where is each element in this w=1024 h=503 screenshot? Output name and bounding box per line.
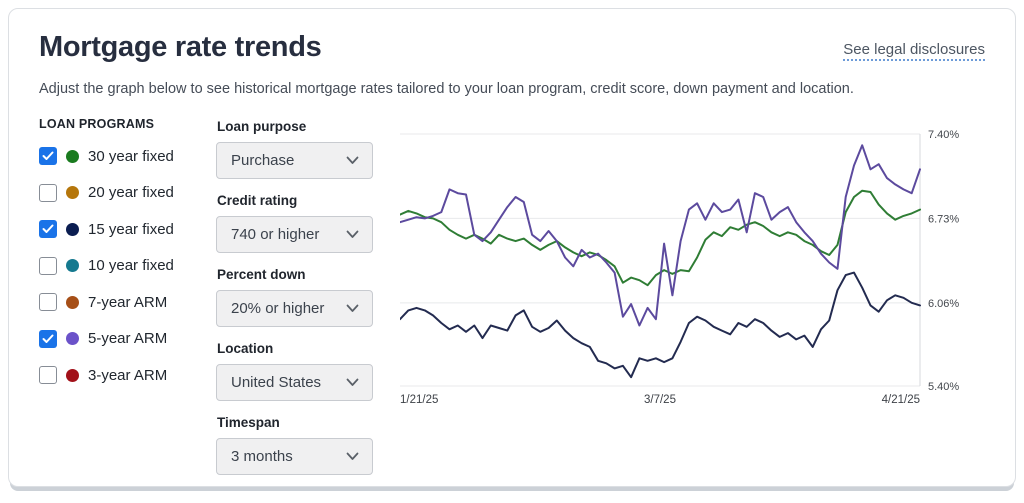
- program-label: 15 year fixed: [88, 220, 174, 238]
- loan-programs-heading: LOAN PROGRAMS: [39, 117, 155, 131]
- filter-select-loan-purpose[interactable]: Purchase: [216, 142, 373, 179]
- filter-group: Percent down 20% or higher: [216, 267, 373, 327]
- filters-panel: Loan purpose Purchase Credit rating 740 or …: [216, 117, 373, 486]
- program-color-dot: [66, 259, 79, 273]
- program-color-dot: [66, 186, 79, 200]
- chart-y-tick-label: 7.40%: [928, 129, 959, 141]
- checkmark-icon: [42, 224, 54, 234]
- filter-selected-value: Purchase: [231, 152, 295, 169]
- filter-label: Location: [217, 341, 274, 356]
- program-label: 5-year ARM: [88, 330, 168, 348]
- chart-y-tick-label: 5.40%: [928, 381, 959, 393]
- filter-group: Credit rating 740 or higher: [216, 193, 373, 253]
- filter-selected-value: United States: [231, 374, 322, 391]
- chevron-down-icon: [346, 452, 359, 460]
- rate-chart-svg: 7.40% 6.73% 6.06% 5.40% 1/21/25 3/7/25 4/21/25: [400, 129, 959, 406]
- loan-program-row: 5-year ARM: [39, 321, 189, 358]
- program-checkbox-checked[interactable]: [39, 220, 57, 239]
- content-row: LOAN PROGRAMS 30 year fixed 20 year fixed…: [39, 117, 985, 486]
- loan-program-row: 15 year fixed: [39, 211, 189, 248]
- filter-label: Credit rating: [217, 193, 298, 208]
- program-label: 10 year fixed: [88, 257, 174, 275]
- loan-programs-panel: LOAN PROGRAMS 30 year fixed 20 year fixed…: [39, 117, 189, 486]
- chevron-down-icon: [346, 156, 359, 164]
- filter-selected-value: 3 months: [231, 448, 293, 465]
- filter-select-credit-rating[interactable]: 740 or higher: [216, 216, 373, 253]
- chart-x-tick-label: 1/21/25: [400, 394, 438, 406]
- filter-select-percent-down[interactable]: 20% or higher: [216, 290, 373, 327]
- filter-label: Percent down: [217, 267, 306, 282]
- header: Mortgage rate trends See legal disclosur…: [39, 31, 985, 64]
- filter-label: Timespan: [217, 415, 280, 430]
- chart-x-tick-label: 3/7/25: [644, 394, 676, 406]
- chart-series-line-15-year-fixed: [400, 271, 921, 379]
- chart-x-tick-label: 4/21/25: [882, 394, 920, 406]
- chart-y-tick-label: 6.73%: [928, 213, 959, 225]
- page-title: Mortgage rate trends: [39, 31, 322, 63]
- filter-group: Location United States: [216, 341, 373, 401]
- chevron-down-icon: [346, 378, 359, 386]
- program-label: 20 year fixed: [88, 184, 174, 202]
- program-color-dot: [66, 149, 79, 163]
- program-color-dot: [66, 368, 79, 382]
- subtitle: Adjust the graph below to see historical…: [39, 81, 854, 97]
- chart-y-tick-label: 6.06%: [928, 298, 959, 310]
- mortgage-trends-card: Mortgage rate trends See legal disclosur…: [8, 8, 1016, 487]
- chart-series-line-5-year-arm: [400, 144, 921, 327]
- program-checkbox-checked[interactable]: [39, 329, 57, 348]
- filter-group: Timespan 3 months: [216, 415, 373, 475]
- loan-program-row: 7-year ARM: [39, 284, 189, 321]
- loan-programs-list: 30 year fixed 20 year fixed 15 year fixed 1…: [39, 138, 189, 394]
- program-checkbox-checked[interactable]: [39, 147, 57, 166]
- program-label: 7-year ARM: [88, 293, 168, 311]
- program-label: 3-year ARM: [88, 366, 168, 384]
- program-color-dot: [66, 295, 79, 309]
- checkmark-icon: [42, 151, 54, 161]
- program-checkbox-unchecked[interactable]: [39, 256, 57, 275]
- program-label: 30 year fixed: [88, 147, 174, 165]
- program-checkbox-unchecked[interactable]: [39, 183, 57, 202]
- filter-group: Loan purpose Purchase: [216, 119, 373, 179]
- loan-program-row: 30 year fixed: [39, 138, 189, 175]
- program-color-dot: [66, 222, 79, 236]
- program-checkbox-unchecked[interactable]: [39, 366, 57, 385]
- loan-program-row: 3-year ARM: [39, 357, 189, 394]
- program-checkbox-unchecked[interactable]: [39, 293, 57, 312]
- filter-label: Loan purpose: [217, 119, 307, 134]
- filter-select-timespan[interactable]: 3 months: [216, 438, 373, 475]
- chevron-down-icon: [346, 304, 359, 312]
- legal-disclosures-link[interactable]: See legal disclosures: [843, 41, 985, 61]
- loan-program-row: 10 year fixed: [39, 248, 189, 285]
- loan-program-row: 20 year fixed: [39, 175, 189, 212]
- filter-selected-value: 740 or higher: [231, 226, 320, 243]
- filter-selected-value: 20% or higher: [231, 300, 325, 317]
- checkmark-icon: [42, 334, 54, 343]
- rate-chart: 7.40% 6.73% 6.06% 5.40% 1/21/25 3/7/25 4/21/25: [373, 117, 985, 486]
- program-color-dot: [66, 332, 79, 346]
- chevron-down-icon: [346, 230, 359, 238]
- filter-select-location[interactable]: United States: [216, 364, 373, 401]
